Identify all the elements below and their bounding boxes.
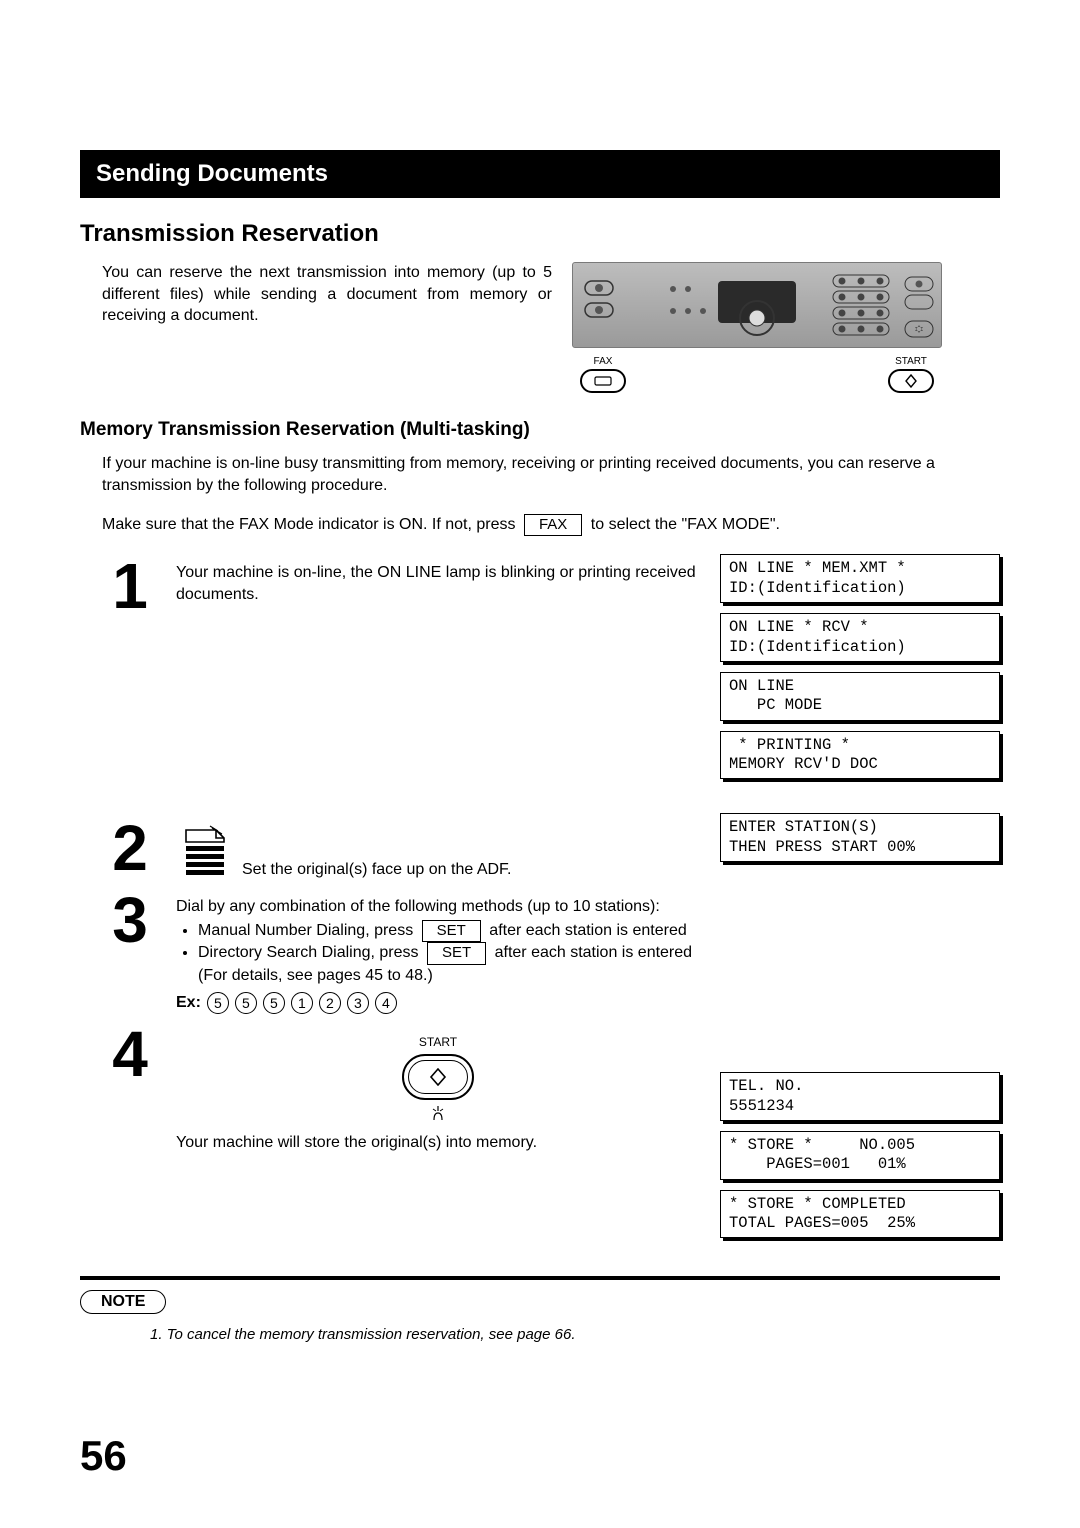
start-button-icon <box>888 369 934 393</box>
step-1-text: Your machine is on-line, the ON LINE lam… <box>176 554 700 618</box>
step-number: 3 <box>102 888 158 1014</box>
fax-panel-svg <box>573 263 943 349</box>
step-number: 4 <box>102 1022 158 1154</box>
intro-text: You can reserve the next transmission in… <box>102 262 552 393</box>
sub-subsection-title: Memory Transmission Reservation (Multi-t… <box>80 419 1000 441</box>
set-button-inline: SET <box>427 942 486 964</box>
step-number: 1 <box>102 554 158 618</box>
step-4-text: Your machine will store the original(s) … <box>176 1132 700 1154</box>
section-header: Sending Documents <box>80 150 1000 198</box>
divider-thick <box>80 1276 1000 1280</box>
step-3-bullet-1: Manual Number Dialing, press SET after e… <box>198 920 700 942</box>
start-label-large: START <box>419 1034 457 1050</box>
bullet-text: Manual Number Dialing, press <box>198 922 418 939</box>
example-row: Ex: 5 5 5 1 2 3 4 <box>176 992 700 1014</box>
lcd-display: TEL. NO. 5551234 <box>720 1072 1000 1121</box>
lcd-display: ENTER STATION(S) THEN PRESS START 00% <box>720 813 1000 862</box>
note-label: NOTE <box>80 1290 166 1314</box>
lcd-display: * PRINTING * MEMORY RCV'D DOC <box>720 731 1000 780</box>
subsection-title: Transmission Reservation <box>80 220 1000 248</box>
bullet-text: after each station is entered <box>485 922 687 939</box>
step-4: 4 START Your machine will store the orig… <box>102 1022 700 1154</box>
fax-button-inline: FAX <box>524 514 582 536</box>
example-label: Ex: <box>176 992 201 1014</box>
instruction-line: Make sure that the FAX Mode indicator is… <box>102 514 1000 536</box>
page-number: 56 <box>80 1432 127 1480</box>
lcd-display: * STORE * COMPLETED TOTAL PAGES=005 25% <box>720 1190 1000 1239</box>
fax-button-callout: FAX <box>580 356 626 393</box>
step-3-bullet-2: Directory Search Dialing, press SET afte… <box>198 942 700 986</box>
body-paragraph: If your machine is on-line busy transmit… <box>102 453 1000 496</box>
fax-button-icon <box>580 369 626 393</box>
bullet-text: after each station is entered <box>490 944 692 961</box>
instruction-post: to select the "FAX MODE". <box>591 516 780 533</box>
digit-key: 4 <box>375 992 397 1014</box>
step-3-lead: Dial by any combination of the following… <box>176 896 700 918</box>
digit-key: 3 <box>347 992 369 1014</box>
lcd-display: ON LINE * RCV * ID:(Identification) <box>720 613 1000 662</box>
set-button-inline: SET <box>422 920 481 942</box>
digit-key: 5 <box>207 992 229 1014</box>
lcd-display: ON LINE PC MODE <box>720 672 1000 721</box>
digit-key: 5 <box>263 992 285 1014</box>
step-number: 2 <box>102 816 158 880</box>
step-2-text: Set the original(s) face up on the ADF. <box>242 859 511 881</box>
step-3: 3 Dial by any combination of the followi… <box>102 888 700 1014</box>
adf-document-icon <box>176 824 232 880</box>
press-finger-icon <box>428 1104 448 1120</box>
step-1: 1 Your machine is on-line, the ON LINE l… <box>102 554 700 618</box>
start-label: START <box>895 356 927 367</box>
digit-key: 5 <box>235 992 257 1014</box>
device-panel-illustration: FAX START <box>572 262 942 393</box>
lcd-display: ON LINE * MEM.XMT * ID:(Identification) <box>720 554 1000 603</box>
step-3-details: (For details, see pages 45 to 48.) <box>198 965 700 987</box>
step-2: 2 Set the original(s) face up on the ADF… <box>102 816 700 880</box>
lcd-displays-column: ON LINE * MEM.XMT * ID:(Identification) … <box>720 554 1000 1238</box>
lcd-display: * STORE * NO.005 PAGES=001 01% <box>720 1131 1000 1180</box>
instruction-pre: Make sure that the FAX Mode indicator is… <box>102 516 520 533</box>
note-text: 1. To cancel the memory transmission res… <box>150 1326 1000 1343</box>
start-oval-icon <box>402 1054 474 1100</box>
start-button-large: START <box>176 1034 700 1120</box>
fax-label: FAX <box>594 356 613 367</box>
digit-key: 2 <box>319 992 341 1014</box>
bullet-text: Directory Search Dialing, press <box>198 944 423 961</box>
digit-key: 1 <box>291 992 313 1014</box>
start-button-callout: START <box>888 356 934 393</box>
